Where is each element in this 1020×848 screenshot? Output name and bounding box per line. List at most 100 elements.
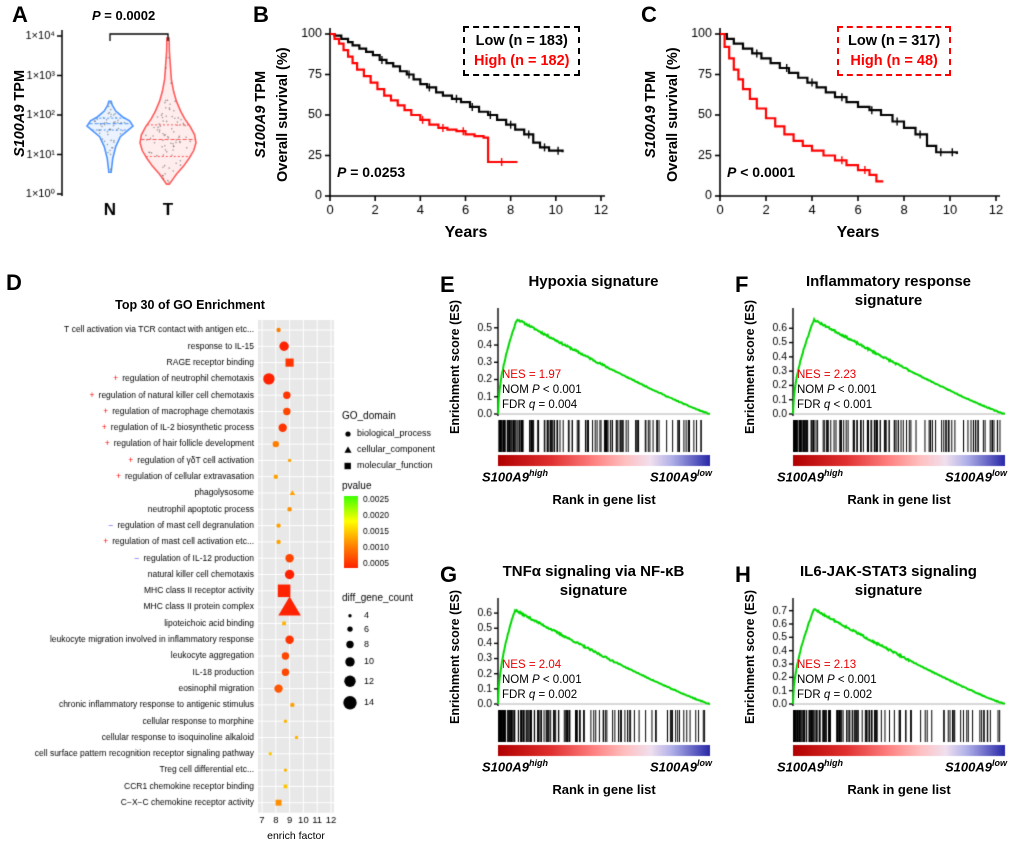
panel-c-survival: C S100A9 TPM Overall survival (%) Low (n… xyxy=(625,0,1020,262)
group-high-sup: high xyxy=(528,468,548,478)
nom-label: NOM xyxy=(797,674,828,686)
fdr-qvalue: FDR q < 0.001 xyxy=(797,398,877,413)
y-axis-unit: TPM xyxy=(12,69,28,105)
gsea-title: IL6-JAK-STAT3 signaling signature xyxy=(759,562,1018,600)
fdr-label: FDR xyxy=(797,399,824,411)
gsea-canvas-g xyxy=(430,558,725,848)
gsea-stats: NES = 2.04 NOM P < 0.001 FDR q = 0.002 xyxy=(502,658,582,703)
y-axis-title-survival-c: Overall survival (%) xyxy=(665,47,681,182)
nes-value: NES = 2.13 xyxy=(797,659,857,671)
gsea-title-line1: Hypoxia signature xyxy=(528,273,659,290)
fdr-qvalue: FDR q = 0.004 xyxy=(502,398,582,413)
gene-name: S100A9 xyxy=(650,469,697,485)
group-high-label: S100A9high xyxy=(482,468,548,484)
nom-value: < 0.001 xyxy=(834,674,877,686)
nom-label: NOM xyxy=(502,674,533,686)
panel-label-b: B xyxy=(253,2,269,27)
p-symbol: P xyxy=(727,164,737,180)
q-symbol: q xyxy=(528,399,536,411)
gsea-y-axis-title: Enrichment score (ES) xyxy=(448,299,462,434)
q-symbol: q xyxy=(823,399,831,411)
gene-name: S100A9 xyxy=(777,469,824,485)
pvalue-c: P < 0.0001 xyxy=(727,164,795,180)
p-value-text: = 0.0253 xyxy=(346,164,406,180)
x-axis-title-b: Years xyxy=(444,224,488,241)
gsea-canvas-h xyxy=(725,558,1020,848)
panel-d-go-enrichment: D Top 30 of GO Enrichment enrich factor xyxy=(0,268,440,848)
y-axis-unit: TPM xyxy=(643,70,659,106)
violin-plot-canvas xyxy=(0,0,235,262)
y-axis-title-gene-c: S100A9 TPM xyxy=(643,71,659,158)
gene-name: S100A9 xyxy=(650,759,697,775)
survival-legend-c: Low (n = 317) High (n = 48) xyxy=(837,26,952,76)
panel-label-g: G xyxy=(440,562,458,587)
panel-e-gsea-hypoxia: E Hypoxia signature Enrichment score (ES… xyxy=(430,268,725,558)
nom-value: < 0.001 xyxy=(539,384,582,396)
gsea-title: TNFα signaling via NF-κB signature xyxy=(464,562,723,600)
panel-b-survival: B S100A9 TPM Overall survival (%) Low (n… xyxy=(235,0,625,262)
gsea-y-axis-title: Enrichment score (ES) xyxy=(448,589,462,724)
group-low-sup: low xyxy=(992,468,1007,478)
gene-name: S100A9 xyxy=(12,104,28,157)
panel-a-violin: A P = 0.0002 S100A9 TPM xyxy=(0,0,235,262)
fdr-qvalue: FDR q = 0.002 xyxy=(797,688,877,703)
go-x-axis-title: enrich factor xyxy=(267,830,325,842)
gsea-title-line2: signature xyxy=(854,292,923,309)
legend-high-group: High (n = 48) xyxy=(850,53,938,69)
pvalue-a: P = 0.0002 xyxy=(92,8,155,23)
group-low-sup: low xyxy=(697,758,712,768)
gene-name: S100A9 xyxy=(777,759,824,775)
group-low-sup: low xyxy=(697,468,712,478)
nom-pvalue: NOM P < 0.001 xyxy=(502,383,582,398)
gsea-title-line2: signature xyxy=(559,582,628,599)
gene-name: S100A9 xyxy=(643,105,659,158)
gsea-stats: NES = 2.23 NOM P < 0.001 FDR q < 0.001 xyxy=(797,368,877,413)
y-axis-title-survival-b: Overall survival (%) xyxy=(275,47,291,182)
panel-f-gsea-inflammatory: F Inflammatory response signature Enrichm… xyxy=(725,268,1020,558)
gsea-title-line1: Inflammatory response xyxy=(805,273,972,290)
panel-g-gsea-tnfa: G TNFα signaling via NF-κB signature Enri… xyxy=(430,558,725,848)
pvalue-b: P = 0.0253 xyxy=(337,164,405,180)
y-axis-title-a: S100A9 TPM xyxy=(12,70,28,157)
nes-value: NES = 2.23 xyxy=(797,369,857,381)
gsea-stats: NES = 1.97 NOM P < 0.001 FDR q = 0.004 xyxy=(502,368,582,413)
p-symbol: P xyxy=(532,674,540,686)
rank-axis-label: Rank in gene list xyxy=(552,782,656,797)
group-low-label: S100A9low xyxy=(620,758,712,774)
panel-h-gsea-il6: H IL6-JAK-STAT3 signaling signature Enric… xyxy=(725,558,1020,848)
p-symbol: P xyxy=(337,164,347,180)
nom-pvalue: NOM P < 0.001 xyxy=(797,673,877,688)
rank-axis-label: Rank in gene list xyxy=(847,492,951,507)
group-high-sup: high xyxy=(823,468,843,478)
nom-value: < 0.001 xyxy=(834,384,877,396)
fdr-label: FDR xyxy=(797,689,824,701)
gene-name: S100A9 xyxy=(945,759,992,775)
group-low-label: S100A9low xyxy=(915,468,1007,484)
gsea-stats: NES = 2.13 NOM P < 0.001 FDR q = 0.002 xyxy=(797,658,877,703)
nes-value: NES = 2.04 xyxy=(502,659,562,671)
p-symbol: P xyxy=(827,384,835,396)
panel-label-c: C xyxy=(641,2,657,27)
go-bubble-canvas xyxy=(0,268,440,848)
group-high-label: S100A9high xyxy=(777,468,843,484)
gsea-title-line1: TNFα signaling via NF-κB xyxy=(502,563,685,580)
gsea-y-axis-title: Enrichment score (ES) xyxy=(743,589,757,724)
x-axis-title-c: Years xyxy=(836,224,880,241)
panel-label-a: A xyxy=(12,2,28,27)
gsea-title-line1: IL6-JAK-STAT3 signaling xyxy=(800,563,977,580)
nom-pvalue: NOM P < 0.001 xyxy=(797,383,877,398)
gsea-title-line2: signature xyxy=(854,582,923,599)
legend-low-group: Low (n = 183) xyxy=(475,33,568,49)
panel-label-d: D xyxy=(6,270,22,295)
fdr-value: = 0.002 xyxy=(830,689,873,701)
gene-name: S100A9 xyxy=(253,105,269,158)
fdr-qvalue: FDR q = 0.002 xyxy=(502,688,582,703)
gene-name: S100A9 xyxy=(482,759,529,775)
nes-value: NES = 1.97 xyxy=(502,369,562,381)
legend-high-group: High (n = 182) xyxy=(474,53,570,69)
go-plot-title: Top 30 of GO Enrichment xyxy=(115,298,265,312)
p-value-text: = 0.0002 xyxy=(100,8,156,23)
km-plot-canvas-c xyxy=(625,0,1020,262)
rank-axis-label: Rank in gene list xyxy=(552,492,656,507)
group-high-sup: high xyxy=(528,758,548,768)
